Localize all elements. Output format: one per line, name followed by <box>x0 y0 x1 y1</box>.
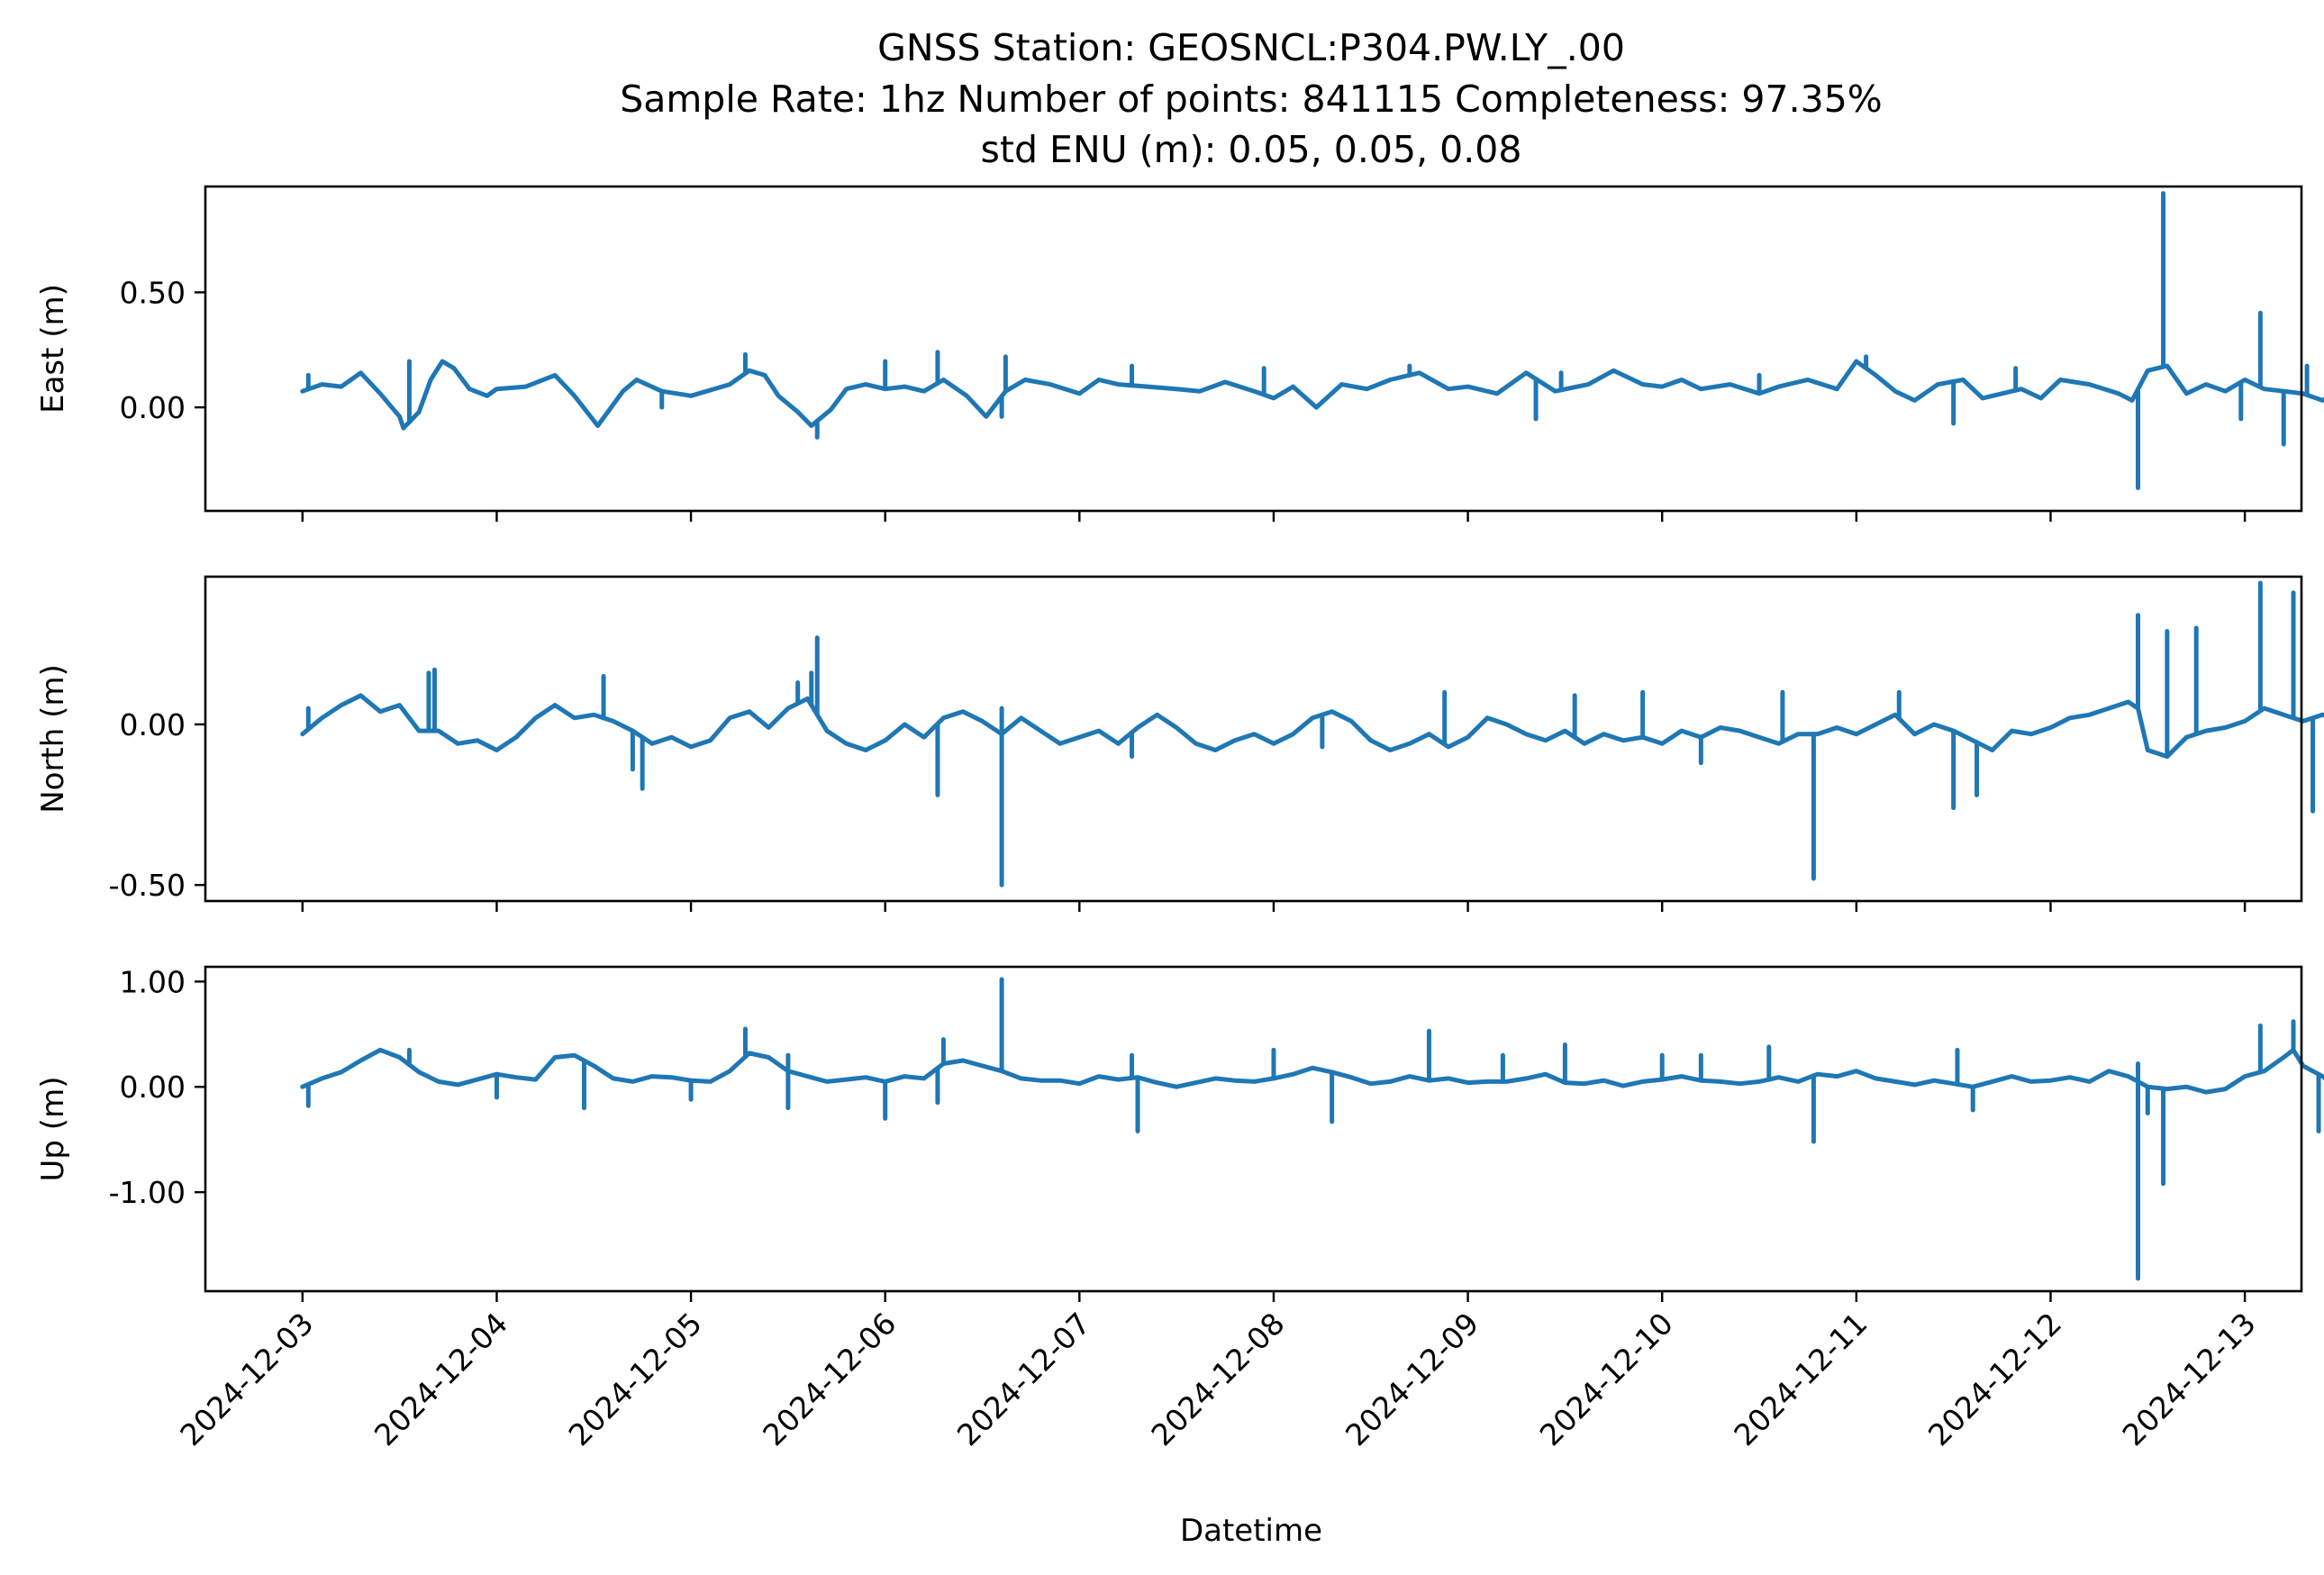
title-line-3: std ENU (m): 0.05, 0.05, 0.08 <box>981 128 1522 171</box>
y-tick-label: 0.50 <box>120 275 186 310</box>
x-axis-label: Datetime <box>1180 1513 1322 1549</box>
panel-3: -1.00 0.00 1.00 Up (m) <box>35 964 2324 1302</box>
x-tick-labels: 2024-12-03 2024-12-04 2024-12-05 2024-12-06… <box>173 1306 2262 1452</box>
x-tick-label: 2024-12-05 <box>562 1306 709 1452</box>
x-tick-label: 2024-12-12 <box>1921 1306 2068 1452</box>
panel-1: 0.00 0.50 East (m) <box>35 185 2324 522</box>
y-axis-label: Up (m) <box>35 1077 71 1182</box>
axes-frame-3 <box>204 965 2303 1293</box>
x-tick-label: 2024-12-10 <box>1533 1306 1680 1452</box>
x-tick-label: 2024-12-03 <box>173 1306 320 1452</box>
series-line-panel-3 <box>300 1047 2324 1095</box>
y-tick-label: 0.00 <box>120 707 186 742</box>
y-tick-label: -0.50 <box>109 868 186 903</box>
x-tick-label: 2024-12-07 <box>950 1306 1097 1452</box>
axes-frame-2 <box>204 575 2303 903</box>
series-line-panel-2 <box>300 693 2324 760</box>
subplots: 0.00 0.50 East (m) -0.50 0.00 North (m) -1.00 0… <box>35 185 2324 1302</box>
figure-title: GNSS Station: GEOSNCL:P304.PW.LY_.00 Sam… <box>620 26 1883 171</box>
y-tick-label: 1.00 <box>120 964 186 999</box>
y-tick-label: -1.00 <box>109 1175 186 1210</box>
y-axis-label: North (m) <box>35 664 71 814</box>
y-tick-label: 0.00 <box>120 390 186 425</box>
title-line-1: GNSS Station: GEOSNCL:P304.PW.LY_.00 <box>877 26 1625 69</box>
axes-frame-1 <box>204 185 2303 513</box>
title-line-2: Sample Rate: 1hz Number of points: 84111… <box>620 77 1883 121</box>
x-tick-label: 2024-12-13 <box>2116 1306 2263 1452</box>
series-line-panel-1 <box>300 359 2324 431</box>
y-tick-label: 0.00 <box>120 1070 186 1105</box>
panel-2: -0.50 0.00 North (m) <box>35 575 2324 912</box>
x-tick-label: 2024-12-04 <box>368 1306 514 1452</box>
x-tick-label: 2024-12-09 <box>1339 1306 1485 1452</box>
x-tick-label: 2024-12-11 <box>1727 1306 1874 1452</box>
x-tick-label: 2024-12-06 <box>756 1306 903 1452</box>
y-axis-label: East (m) <box>35 284 71 414</box>
x-tick-label: 2024-12-08 <box>1144 1306 1291 1452</box>
